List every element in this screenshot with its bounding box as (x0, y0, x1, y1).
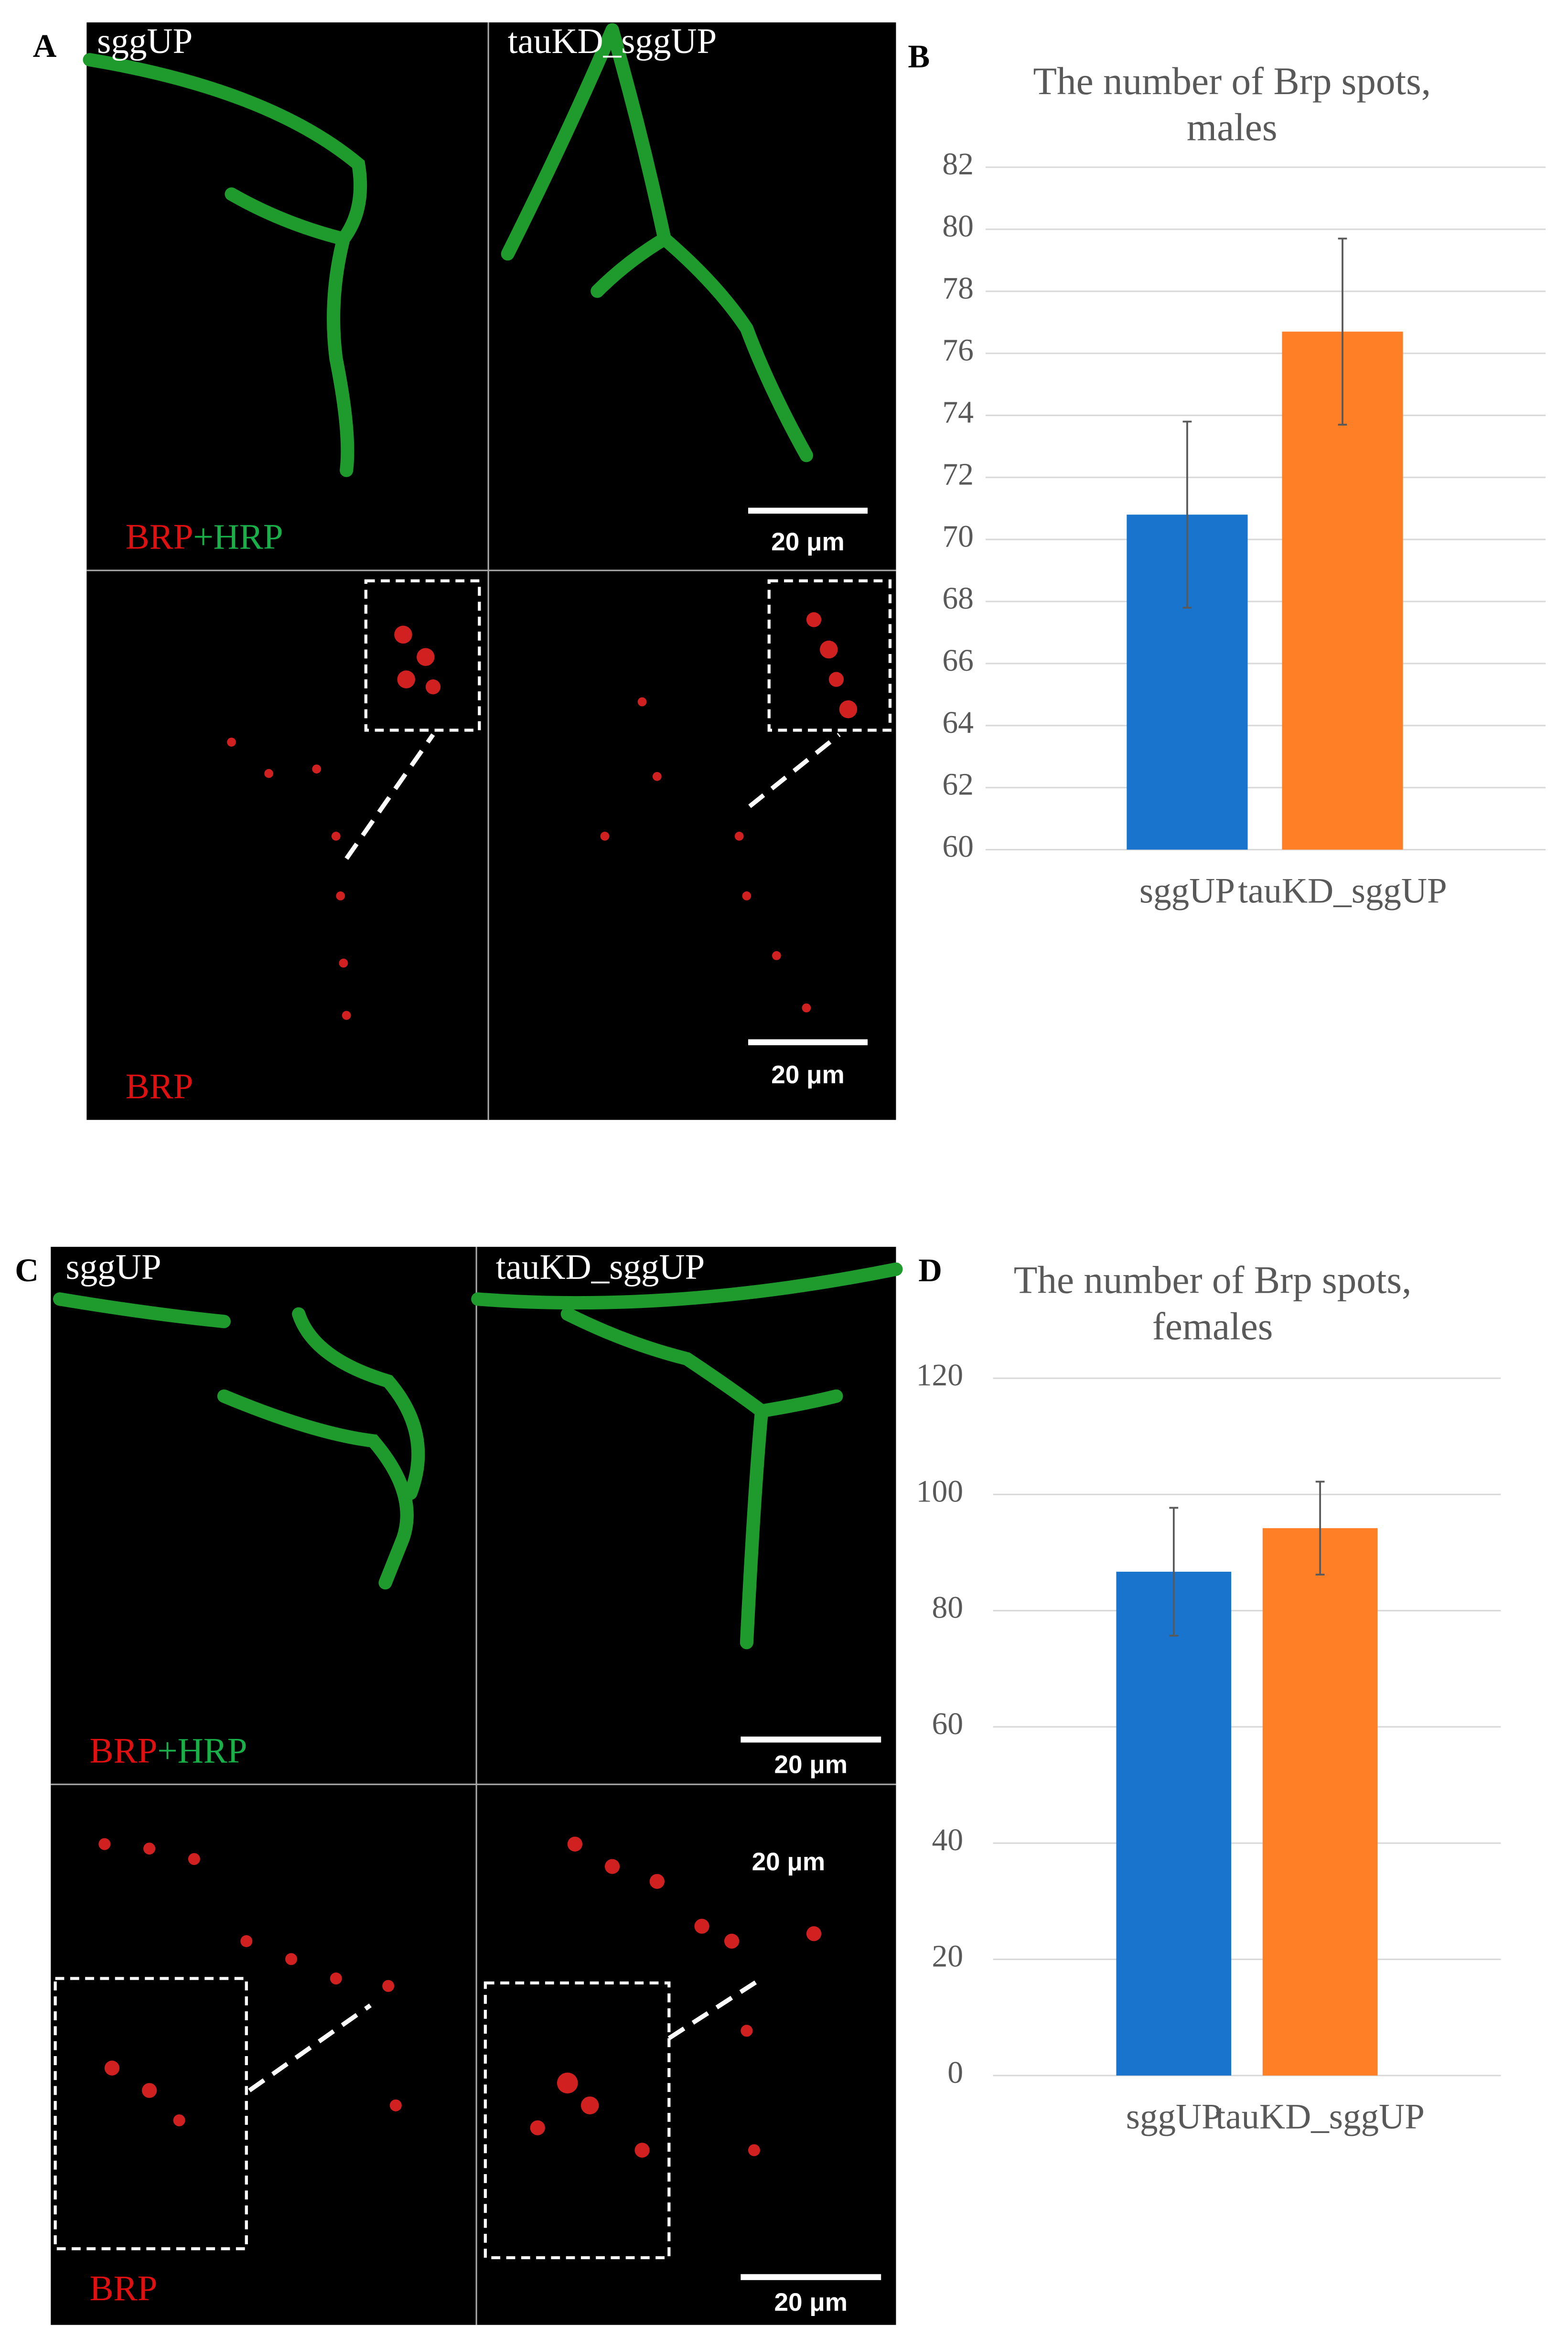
scale-label: 20 μm (771, 1061, 845, 1089)
x-tick-label: tauKD_sggUP (1215, 2097, 1425, 2137)
stain-label: BRP (126, 1067, 193, 1106)
brp: BRP (126, 517, 193, 557)
error-bar (1182, 420, 1192, 609)
chart-title: The number of Brp spots, (1033, 60, 1431, 103)
image-label: tauKD_sggUP (496, 1247, 705, 1287)
y-tick-label: 68 (942, 581, 974, 616)
bar (1262, 1528, 1378, 2076)
x-tick-label: sggUP (1139, 871, 1235, 911)
y-tick-label: 66 (942, 643, 974, 678)
y-tick-label: 72 (942, 457, 974, 492)
y-tick-label: 120 (916, 1358, 963, 1393)
stain-label: BRP+HRP (90, 1731, 247, 1771)
inset-box (54, 1977, 248, 2251)
bar (1116, 1572, 1232, 2076)
y-tick-label: 70 (942, 519, 974, 554)
y-tick-label: 0 (947, 2056, 963, 2090)
y-tick-label: 80 (942, 209, 974, 244)
image-label: sggUP (97, 21, 193, 61)
inset-box (483, 1981, 671, 2260)
inset-line (248, 2003, 372, 2092)
y-tick-label: 60 (942, 830, 974, 864)
y-tick-label: 78 (942, 271, 974, 306)
inset-box (767, 579, 892, 732)
y-tick-label: 82 (942, 147, 974, 182)
y-tick-label: 64 (942, 706, 974, 740)
scale-label: 20 μm (752, 1848, 826, 1876)
y-tick-label: 74 (942, 396, 974, 430)
stain-label: BRP (90, 2269, 158, 2308)
panel-label: D (918, 1252, 942, 1288)
error-bar (1338, 237, 1347, 426)
y-tick-label: 80 (932, 1591, 963, 1625)
y-tick-label: 20 (932, 1939, 963, 1973)
hrp: +HRP (193, 517, 283, 557)
hrp: +HRP (157, 1731, 247, 1771)
neuron-green (53, 1292, 425, 1590)
image-label: tauKD_sggUP (508, 21, 717, 61)
scale-label: 20 μm (771, 528, 845, 556)
brp-dots (98, 1836, 822, 2158)
chart-title: females (1152, 1305, 1273, 1348)
chart-title: males (1187, 106, 1278, 149)
y-tick-label: 62 (942, 768, 974, 802)
x-tick-label: sggUP (1126, 2097, 1222, 2137)
x-tick-label: tauKD_sggUP (1238, 871, 1447, 911)
y-tick-label: 40 (932, 1823, 963, 1857)
neuron-green (471, 1262, 903, 1650)
chart-title: The number of Brp spots, (1014, 1259, 1412, 1302)
error-bar (1169, 1507, 1179, 1637)
y-tick-label: 76 (942, 333, 974, 368)
panel-label: C (15, 1252, 39, 1288)
neuron-green (83, 53, 367, 477)
y-tick-label: 60 (932, 1707, 963, 1741)
inset-line (344, 733, 435, 860)
scale-label: 20 μm (774, 2288, 848, 2316)
brp-dots (227, 612, 858, 1020)
panel-label: B (908, 38, 930, 75)
error-bar (1315, 1480, 1325, 1576)
y-tick-label: 100 (916, 1474, 963, 1509)
brp: BRP (90, 1731, 158, 1771)
inset-line (667, 1976, 763, 2040)
scale-label: 20 μm (774, 1751, 848, 1779)
stain-label: BRP+HRP (126, 517, 283, 557)
neuron-green (501, 23, 813, 462)
panel-label: A (33, 28, 57, 64)
inset-line (748, 733, 841, 808)
image-label: sggUP (66, 1247, 161, 1287)
